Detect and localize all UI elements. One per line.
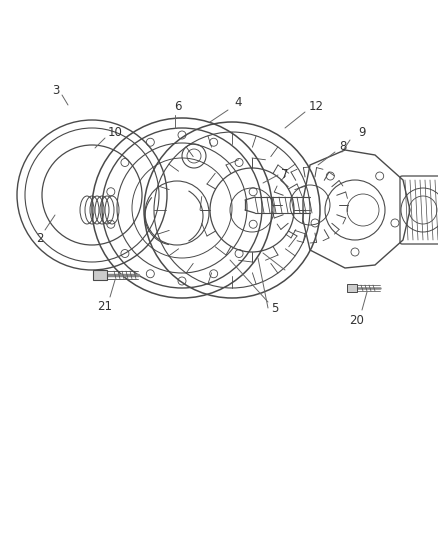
Text: 8: 8 bbox=[339, 140, 347, 152]
Polygon shape bbox=[347, 284, 357, 292]
Text: 6: 6 bbox=[174, 101, 182, 114]
Text: 20: 20 bbox=[350, 313, 364, 327]
Text: 3: 3 bbox=[52, 84, 60, 96]
Polygon shape bbox=[93, 270, 107, 280]
Text: 10: 10 bbox=[108, 125, 123, 139]
Text: 9: 9 bbox=[358, 126, 366, 140]
Text: 12: 12 bbox=[308, 100, 324, 112]
Text: 2: 2 bbox=[36, 231, 44, 245]
Text: 4: 4 bbox=[234, 96, 242, 109]
Text: 5: 5 bbox=[271, 302, 279, 314]
Text: 7: 7 bbox=[281, 168, 289, 182]
Text: 21: 21 bbox=[98, 301, 113, 313]
